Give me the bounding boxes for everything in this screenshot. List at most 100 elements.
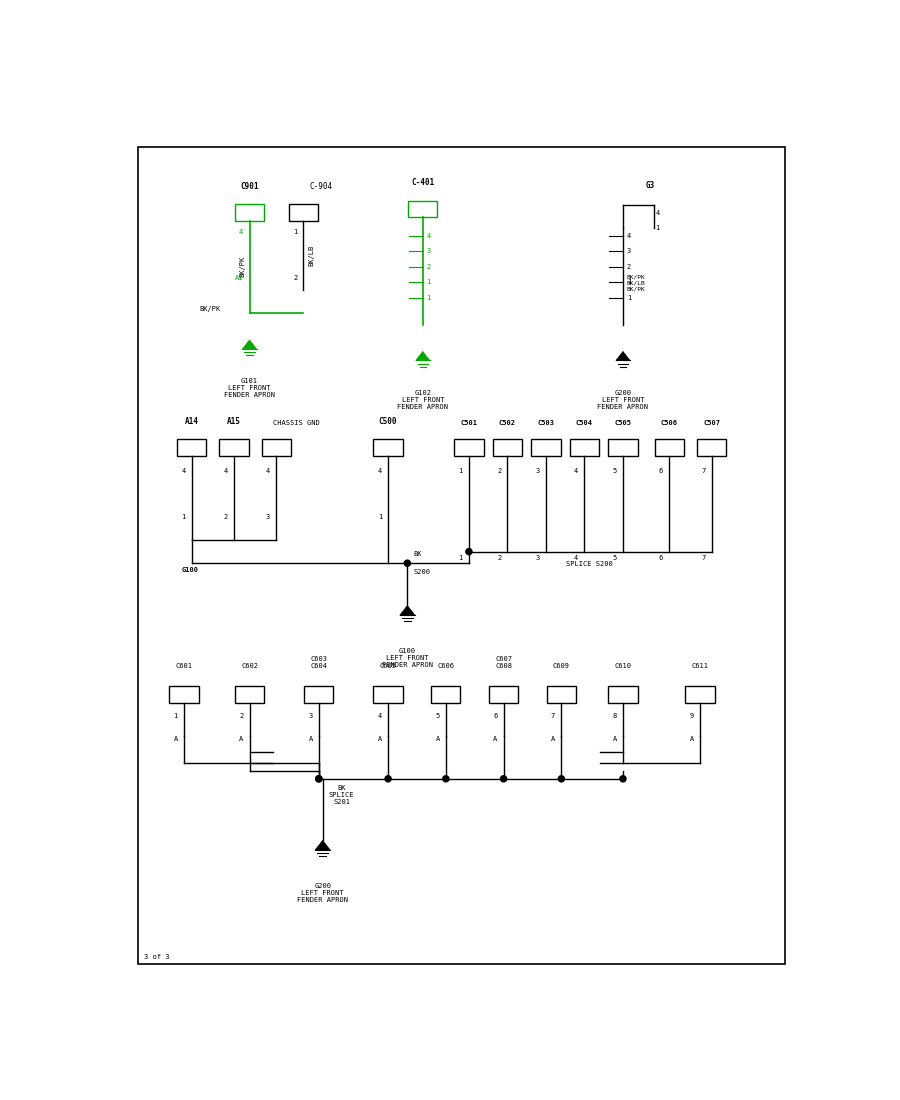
Text: 1: 1 <box>174 713 178 718</box>
Text: A: A <box>436 736 440 741</box>
Text: C601: C601 <box>176 663 193 670</box>
Circle shape <box>316 776 322 782</box>
Text: A: A <box>239 736 243 741</box>
Bar <box>489 685 518 703</box>
Text: 4: 4 <box>181 468 185 474</box>
Text: 3: 3 <box>309 713 312 718</box>
Bar <box>570 439 599 456</box>
Text: 4: 4 <box>655 210 660 216</box>
Text: G100
LEFT FRONT
FENDER APRON: G100 LEFT FRONT FENDER APRON <box>382 648 433 668</box>
Text: C609: C609 <box>553 663 570 670</box>
Bar <box>374 685 402 703</box>
Text: 3: 3 <box>626 249 631 254</box>
Text: C507: C507 <box>703 420 720 426</box>
Text: 6: 6 <box>659 554 663 561</box>
Text: 1: 1 <box>181 514 185 520</box>
Text: 1: 1 <box>655 226 660 231</box>
Text: 2: 2 <box>224 514 228 520</box>
Circle shape <box>404 560 410 566</box>
Text: 9: 9 <box>689 713 694 718</box>
Text: 4: 4 <box>574 554 579 561</box>
Text: A: A <box>689 736 694 741</box>
Text: 3 of 3: 3 of 3 <box>144 954 169 959</box>
Text: 6: 6 <box>493 713 498 718</box>
Text: C501: C501 <box>461 420 477 426</box>
Text: C503: C503 <box>537 420 554 426</box>
Text: G102
LEFT FRONT
FENDER APRON: G102 LEFT FRONT FENDER APRON <box>397 390 448 410</box>
Text: 1: 1 <box>458 554 463 561</box>
Text: 4: 4 <box>224 468 228 474</box>
Text: C611: C611 <box>691 663 708 670</box>
Text: C606: C606 <box>437 663 454 670</box>
Text: A: A <box>493 736 498 741</box>
Text: C610: C610 <box>615 663 632 670</box>
Text: C603
C604: C603 C604 <box>310 657 328 670</box>
Text: 4: 4 <box>266 468 270 474</box>
Bar <box>235 205 264 221</box>
Text: 5: 5 <box>613 468 617 474</box>
Bar <box>697 439 726 456</box>
Circle shape <box>443 776 449 782</box>
Text: G200
LEFT FRONT
FENDER APRON: G200 LEFT FRONT FENDER APRON <box>297 882 348 903</box>
Text: 1: 1 <box>378 514 382 520</box>
Text: C500: C500 <box>379 417 398 426</box>
Text: C502: C502 <box>499 420 516 426</box>
Text: 7: 7 <box>551 713 555 718</box>
Bar <box>262 439 291 456</box>
Text: 8: 8 <box>613 713 617 718</box>
Polygon shape <box>416 352 430 361</box>
Text: 4: 4 <box>427 233 431 239</box>
Text: 7: 7 <box>701 468 706 474</box>
Text: 1: 1 <box>458 468 463 474</box>
Bar <box>531 439 561 456</box>
Text: A1: A1 <box>235 275 243 282</box>
Text: 6: 6 <box>659 468 663 474</box>
Text: BK
SPLICE
S201: BK SPLICE S201 <box>328 785 355 805</box>
Text: S200: S200 <box>413 570 430 575</box>
Bar <box>177 439 206 456</box>
Bar <box>169 685 199 703</box>
Bar <box>431 685 461 703</box>
Text: 4: 4 <box>626 233 631 239</box>
Text: 2: 2 <box>497 554 501 561</box>
Bar <box>374 439 402 456</box>
Text: A15: A15 <box>227 417 241 426</box>
Text: CHASSIS GND: CHASSIS GND <box>273 420 320 426</box>
Bar <box>289 205 318 221</box>
Text: BK/PK: BK/PK <box>238 256 245 277</box>
Text: A: A <box>378 736 382 741</box>
Circle shape <box>385 776 392 782</box>
Text: BK/PK: BK/PK <box>200 306 220 312</box>
Circle shape <box>500 776 507 782</box>
Bar <box>408 200 437 218</box>
Text: C504: C504 <box>576 420 593 426</box>
Text: C901: C901 <box>240 183 259 191</box>
Text: C605: C605 <box>380 663 397 670</box>
Text: BK/PK
BK/LB
BK/PK: BK/PK BK/LB BK/PK <box>626 275 645 292</box>
Text: C505: C505 <box>615 420 632 426</box>
Text: 3: 3 <box>536 468 540 474</box>
Text: A14: A14 <box>184 417 199 426</box>
Text: C-401: C-401 <box>411 178 435 187</box>
Text: 7: 7 <box>701 554 706 561</box>
Bar <box>454 439 483 456</box>
Polygon shape <box>616 352 630 361</box>
Circle shape <box>316 776 322 782</box>
Text: SPLICE S200: SPLICE S200 <box>566 561 613 566</box>
Text: BK/LB: BK/LB <box>308 244 314 266</box>
Bar <box>304 685 333 703</box>
Text: 5: 5 <box>436 713 440 718</box>
Bar <box>493 439 522 456</box>
Text: 2: 2 <box>239 713 243 718</box>
Polygon shape <box>400 605 415 615</box>
Text: 3: 3 <box>536 554 540 561</box>
Text: 4: 4 <box>378 468 382 474</box>
Bar <box>235 685 264 703</box>
Text: 4: 4 <box>378 713 382 718</box>
Text: 2: 2 <box>427 264 431 270</box>
Text: 4: 4 <box>574 468 579 474</box>
Text: BK: BK <box>413 551 422 557</box>
Text: 1: 1 <box>293 229 297 235</box>
Text: 3: 3 <box>266 514 270 520</box>
Bar <box>608 685 637 703</box>
